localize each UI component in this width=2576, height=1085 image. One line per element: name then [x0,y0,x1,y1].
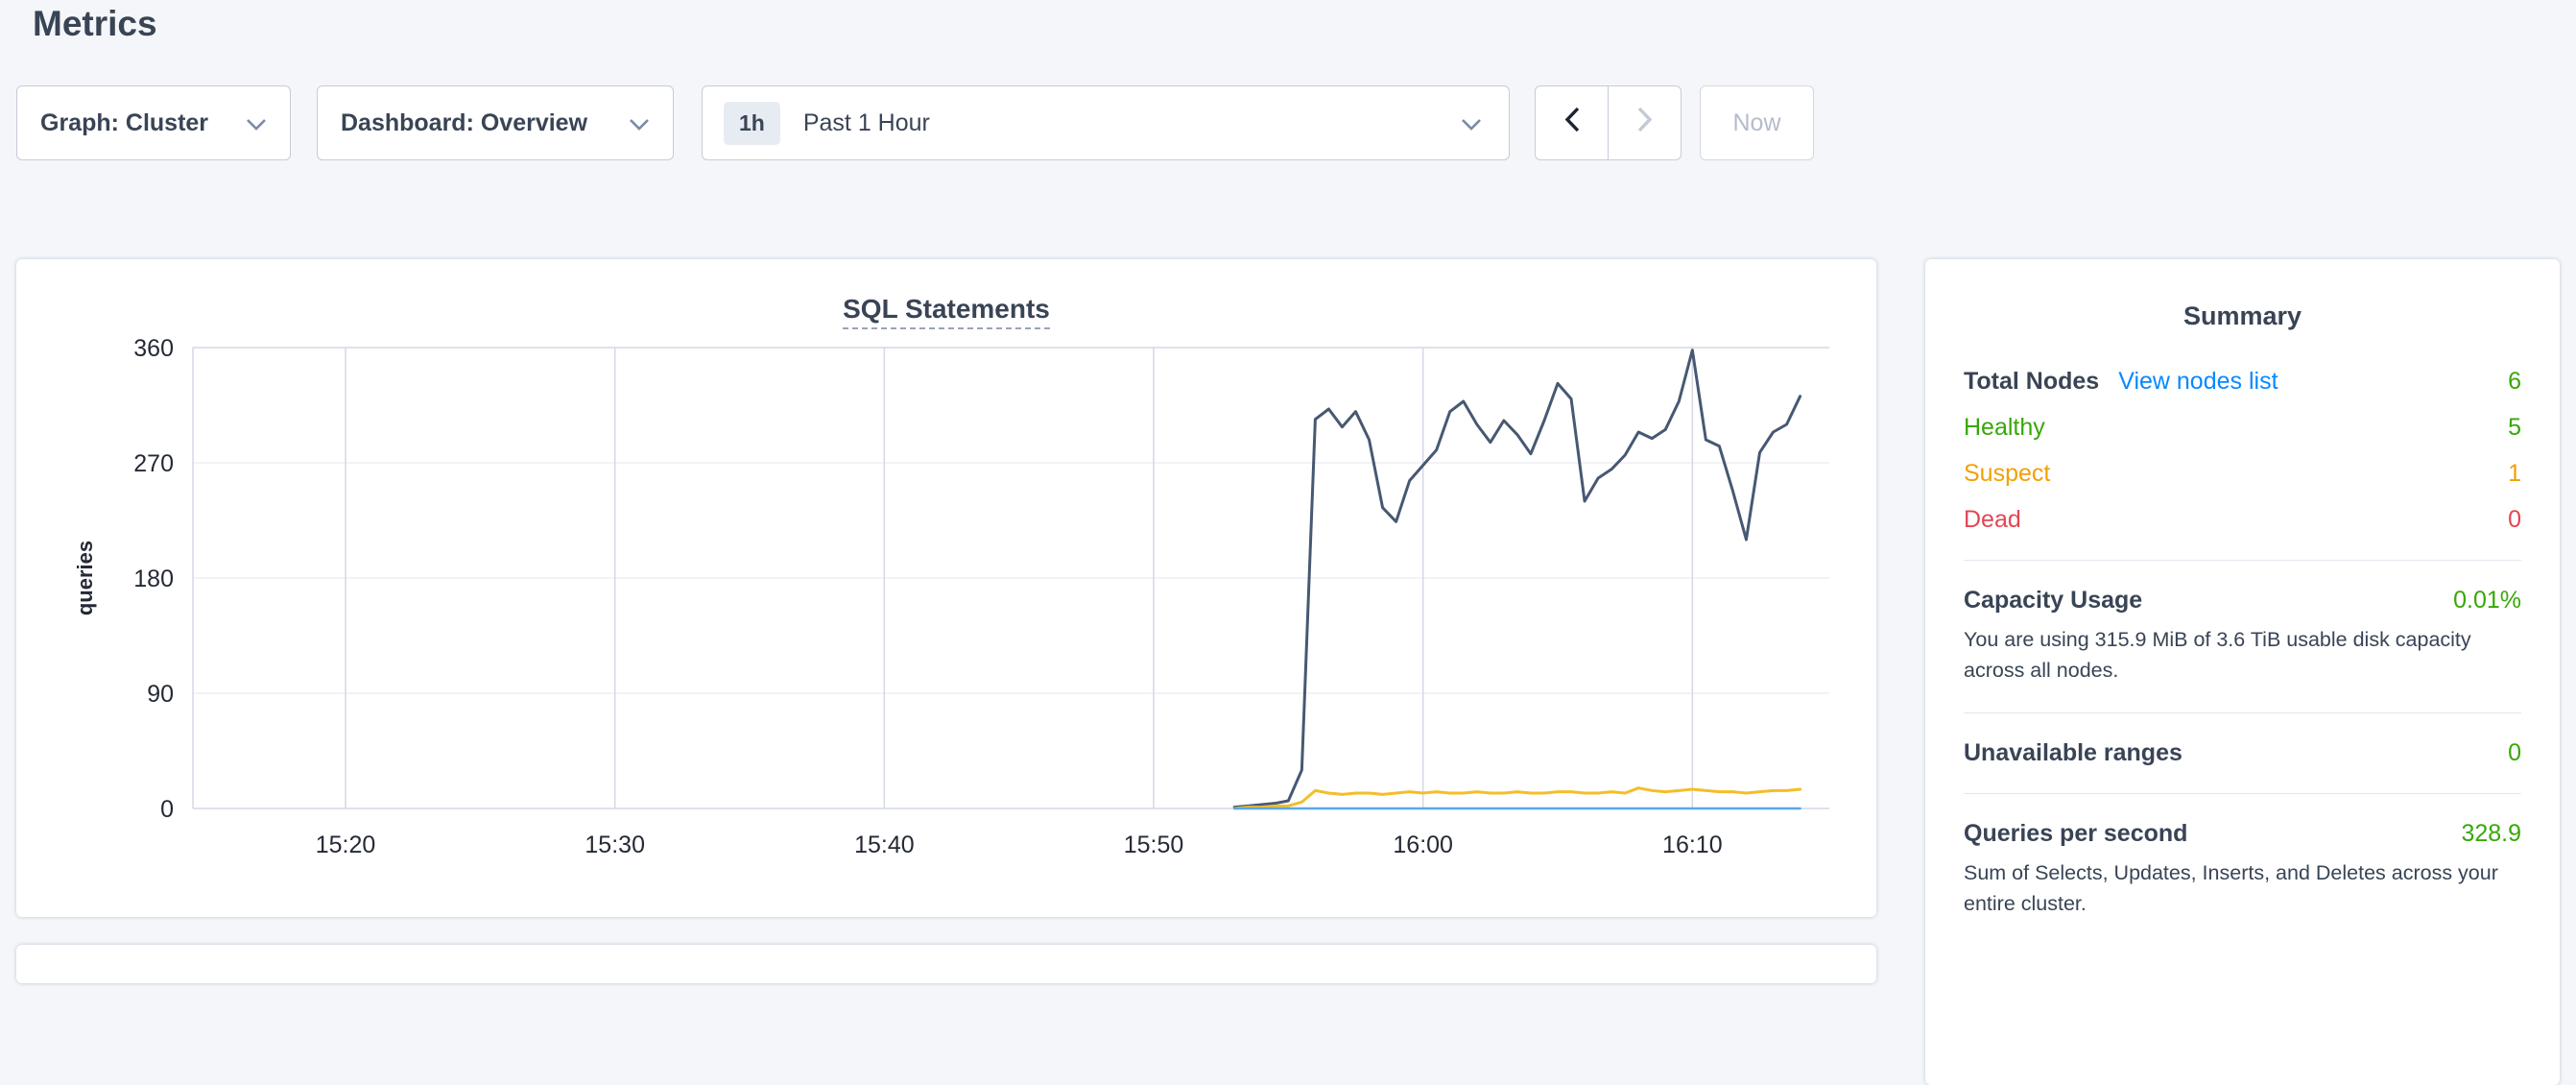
now-button[interactable]: Now [1700,85,1814,160]
time-nav-button-group [1535,85,1682,160]
divider [1964,560,2521,561]
y-tick-label: 90 [147,681,174,708]
queries-per-second-label: Queries per second [1964,819,2188,847]
total-nodes-value: 6 [2508,368,2521,395]
y-axis-label: queries [73,541,97,615]
capacity-usage-description: You are using 315.9 MiB of 3.6 TiB usabl… [1964,628,2471,683]
y-tick-label: 0 [160,796,174,823]
unavailable-ranges-label: Unavailable ranges [1964,738,2182,766]
sql-statements-chart: 0 90 180 270 360 15:20 15:30 15:40 15:50 16:00 16:… [73,335,1829,858]
healthy-value: 5 [2508,414,2521,441]
queries-per-second-value: 328.9 [2461,819,2521,847]
divider [1964,792,2521,794]
dead-nodes-row: Dead 0 [1964,506,2521,534]
x-tick-label: 15:30 [584,832,645,858]
y-tick-label: 360 [133,335,174,362]
suspect-value: 1 [2508,460,2521,487]
queries-per-second-row: Queries per second 328.9 [1964,820,2521,848]
y-tick-label: 180 [133,566,174,592]
chevron-left-icon [1564,107,1580,139]
sql-statements-chart-card: SQL Statements 0 90 180 270 360 15:20 15:30 15:… [16,259,1876,917]
healthy-nodes-row: Healthy 5 [1964,414,2521,442]
dashboard-dropdown-label: Dashboard: Overview [341,108,588,136]
capacity-usage-value: 0.01% [2453,587,2521,614]
dashboard-dropdown[interactable]: Dashboard: Overview [317,85,674,160]
total-nodes-label: Total Nodes [1964,368,2100,395]
suspect-label: Suspect [1964,460,2051,487]
x-tick-label: 15:20 [316,832,376,858]
suspect-nodes-row: Suspect 1 [1964,460,2521,488]
x-tick-label: 16:00 [1393,832,1453,858]
summary-title: Summary [2182,301,2302,330]
chevron-down-icon [629,109,650,137]
next-chart-card [16,945,1876,983]
summary-panel: Summary Total Nodes View nodes list 6 He… [1925,259,2560,1085]
time-range-label: Past 1 Hour [802,108,930,136]
unavailable-ranges-row: Unavailable ranges 0 [1964,739,2521,767]
dead-label: Dead [1964,506,2021,533]
prev-time-button[interactable] [1535,85,1609,160]
x-tick-label: 15:40 [854,832,915,858]
unavailable-ranges-value: 0 [2508,738,2521,766]
y-tick-label: 270 [133,450,174,477]
series-updates-line [1232,786,1802,810]
graph-dropdown-label: Graph: Cluster [40,108,209,136]
x-tick-label: 15:50 [1124,832,1184,858]
chevron-right-icon [1637,107,1653,139]
time-range-selector[interactable]: 1h Past 1 Hour [702,85,1510,160]
x-tick-label: 16:10 [1662,832,1723,858]
chart-title: SQL Statements [16,294,1876,329]
series-selects-line [1232,349,1802,809]
capacity-usage-label: Capacity Usage [1964,587,2143,614]
total-nodes-row: Total Nodes View nodes list 6 [1964,368,2521,396]
divider [1964,711,2521,713]
page-title: Metrics [33,4,157,43]
time-range-badge: 1h [724,101,780,145]
capacity-usage-row: Capacity Usage 0.01% [1964,587,2521,615]
view-nodes-list-link[interactable]: View nodes list [2118,368,2278,395]
chevron-down-icon [1461,109,1482,137]
dead-value: 0 [2508,506,2521,533]
healthy-label: Healthy [1964,414,2045,441]
graph-dropdown[interactable]: Graph: Cluster [16,85,291,160]
next-time-button[interactable] [1608,85,1682,160]
queries-per-second-description: Sum of Selects, Updates, Inserts, and De… [1964,860,2498,915]
chevron-down-icon [246,109,267,137]
metrics-toolbar: Graph: Cluster Dashboard: Overview 1h Pa… [16,85,1814,160]
